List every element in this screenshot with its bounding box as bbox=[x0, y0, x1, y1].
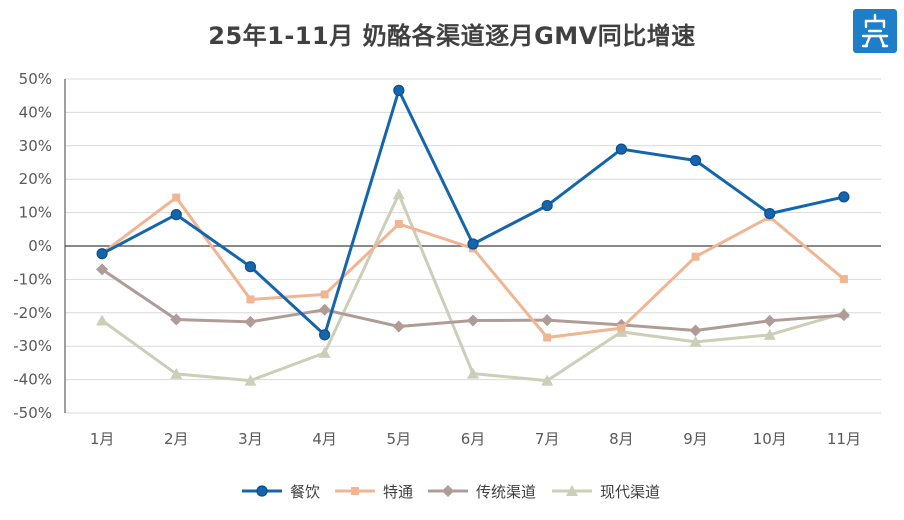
data-point bbox=[172, 193, 181, 202]
legend-item: 特通 bbox=[335, 483, 413, 501]
y-tick-label: -50% bbox=[13, 404, 52, 422]
y-tick-label: -40% bbox=[13, 371, 52, 389]
x-tick-label: 9月 bbox=[683, 430, 708, 448]
data-point bbox=[839, 275, 848, 284]
y-tick-label: 20% bbox=[19, 170, 52, 188]
legend-swatch-marker bbox=[256, 485, 268, 497]
y-tick-label: -30% bbox=[13, 337, 52, 355]
data-point bbox=[96, 314, 109, 326]
y-tick-label: 40% bbox=[19, 103, 52, 121]
data-point bbox=[837, 309, 850, 322]
data-point bbox=[246, 295, 255, 304]
legend-label: 餐饮 bbox=[290, 483, 320, 501]
series-group bbox=[96, 188, 850, 386]
data-point bbox=[170, 313, 183, 326]
data-point bbox=[318, 303, 331, 316]
chart-title: 25年1-11月 奶酪各渠道逐月GMV同比增速 bbox=[208, 22, 696, 50]
data-point bbox=[689, 154, 702, 167]
data-point bbox=[244, 315, 257, 328]
data-point bbox=[541, 374, 554, 386]
data-point bbox=[541, 199, 553, 212]
y-tick-label: -10% bbox=[13, 270, 52, 288]
x-tick-label: 2月 bbox=[164, 430, 189, 448]
data-point bbox=[392, 188, 405, 200]
x-tick-label: 5月 bbox=[387, 430, 412, 448]
legend-swatch-marker bbox=[566, 485, 578, 496]
legend-item: 现代渠道 bbox=[552, 483, 660, 501]
series-line bbox=[100, 192, 846, 383]
y-tick-label: -20% bbox=[13, 304, 52, 322]
legend-swatch-marker bbox=[442, 485, 454, 497]
y-tick-label: 10% bbox=[19, 204, 52, 222]
legend-label: 现代渠道 bbox=[600, 483, 660, 501]
x-tick-label: 10月 bbox=[753, 430, 787, 448]
data-point bbox=[689, 324, 702, 337]
data-point bbox=[617, 324, 626, 333]
legend-item: 传统渠道 bbox=[428, 483, 536, 501]
data-point bbox=[689, 335, 702, 347]
data-point bbox=[764, 208, 776, 220]
data-point bbox=[543, 333, 552, 342]
legend-swatch-marker bbox=[351, 487, 359, 495]
y-tick-label: 50% bbox=[19, 70, 52, 88]
data-point bbox=[170, 367, 183, 379]
data-point bbox=[96, 263, 109, 276]
x-tick-label: 4月 bbox=[312, 430, 337, 448]
data-point bbox=[170, 209, 182, 221]
series-group bbox=[96, 84, 850, 341]
brand-logo-icon bbox=[853, 9, 897, 53]
data-point bbox=[319, 329, 331, 341]
data-point bbox=[838, 191, 850, 203]
legend-label: 传统渠道 bbox=[476, 483, 536, 501]
data-point bbox=[392, 320, 405, 333]
x-tick-label: 6月 bbox=[461, 430, 486, 448]
legend-label: 特通 bbox=[383, 483, 413, 501]
data-point bbox=[320, 290, 329, 299]
data-point bbox=[394, 219, 403, 228]
data-point bbox=[467, 238, 479, 250]
brand-logo-glyph bbox=[861, 13, 889, 48]
x-tick-label: 7月 bbox=[535, 430, 560, 448]
data-point bbox=[541, 314, 554, 327]
data-point bbox=[467, 314, 479, 327]
data-point bbox=[393, 84, 405, 96]
data-point bbox=[615, 143, 627, 155]
series-group bbox=[96, 263, 850, 337]
data-point bbox=[763, 314, 776, 327]
x-tick-label: 11月 bbox=[827, 430, 861, 448]
data-point bbox=[691, 252, 700, 261]
y-tick-label: 0% bbox=[28, 237, 52, 255]
x-tick-label: 8月 bbox=[609, 430, 634, 448]
x-tick-label: 1月 bbox=[90, 430, 115, 448]
y-tick-label: 30% bbox=[19, 137, 52, 155]
x-tick-label: 3月 bbox=[238, 430, 263, 448]
legend-item: 餐饮 bbox=[242, 483, 320, 501]
data-point bbox=[244, 261, 257, 273]
data-point bbox=[96, 248, 108, 260]
data-point bbox=[318, 346, 331, 358]
data-point bbox=[467, 367, 479, 379]
data-point bbox=[763, 328, 776, 340]
data-point bbox=[244, 374, 257, 386]
